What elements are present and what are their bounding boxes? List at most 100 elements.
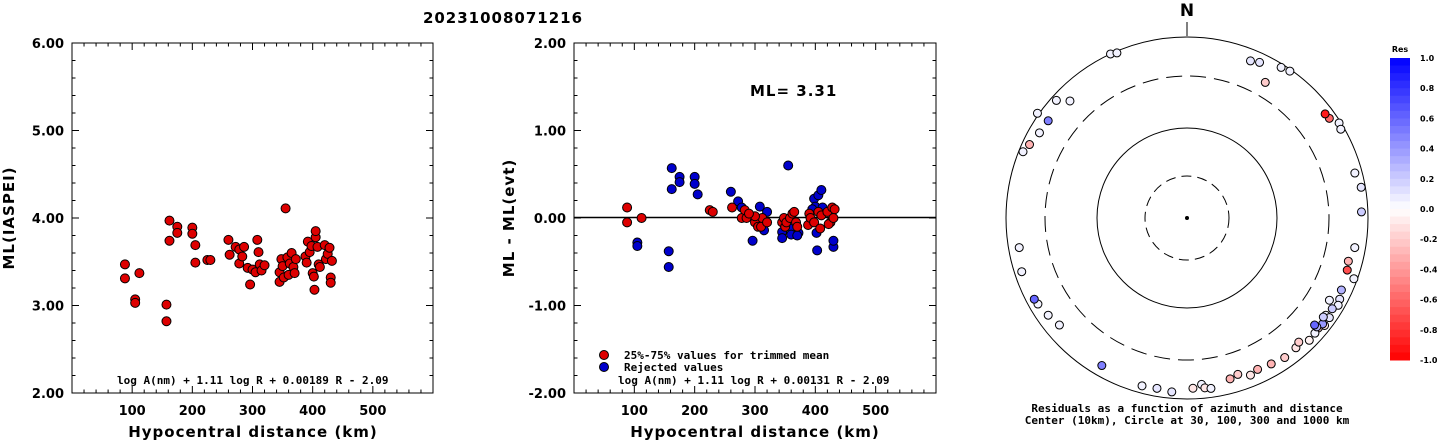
plot2-trimmed-point <box>809 217 820 228</box>
plot2-trimmed-point <box>622 202 633 213</box>
polar-caption-line2: Center (10km), Circle at 30, 100, 300 an… <box>1025 414 1350 427</box>
plot1-data-point <box>172 227 183 238</box>
colorbar-cell <box>1390 329 1410 338</box>
colorbar-cell <box>1390 344 1410 353</box>
station-residual-point <box>1137 381 1147 391</box>
plot1-data-point <box>239 241 250 252</box>
station-residual-point <box>1327 304 1337 314</box>
colorbar-cell <box>1390 246 1410 255</box>
plot2-rejected-point <box>816 185 827 195</box>
plot1-data-point <box>161 299 172 310</box>
plot1-data-point <box>190 240 201 251</box>
colorbar-tick-label: 0.8 <box>1420 84 1435 93</box>
colorbar-cell <box>1390 178 1410 187</box>
station-residual-point <box>1032 108 1042 118</box>
colorbar-cell <box>1390 110 1410 119</box>
station-residual-point <box>1054 320 1064 330</box>
plot2-rejected-point <box>747 235 758 246</box>
station-residual-point <box>1245 56 1255 66</box>
plot1-data-point <box>259 260 270 271</box>
plot1-data-point <box>289 268 300 279</box>
station-residual-point <box>1167 387 1177 397</box>
station-residual-point <box>1318 312 1328 322</box>
plot1-data-point <box>301 257 312 268</box>
plot1-frame <box>71 42 434 394</box>
residual-colorbar: Res 1.0 0.8 0.6 0.4 0.2 0.0 -0.2 -0.4 -0.6 -0.8 -1… <box>1390 45 1437 365</box>
plot1-data-point <box>314 262 325 272</box>
plot2-rejected-point <box>663 246 674 257</box>
north-label: N <box>1180 1 1194 21</box>
colorbar-tick-label: 0.6 <box>1420 114 1435 123</box>
plot1-data-point <box>245 279 256 290</box>
plot1-data-point <box>119 259 130 270</box>
station-residual-point <box>1324 295 1334 305</box>
colorbar-cell <box>1390 322 1410 331</box>
colorbar-cell <box>1390 209 1410 218</box>
station-residual-point <box>1233 369 1243 379</box>
colorbar-cell <box>1390 352 1410 361</box>
plot1-data-point <box>223 234 234 245</box>
station-residual-point <box>1225 374 1235 384</box>
colorbar-tick-label: -0.4 <box>1420 265 1437 274</box>
colorbar-cell <box>1390 186 1410 195</box>
plot2-rejected-point <box>692 189 703 200</box>
plot2-trimmed-point <box>828 213 839 223</box>
plot1-x-tick-label: 300 <box>239 404 266 419</box>
station-residual-point <box>1206 383 1216 393</box>
station-residual-point <box>1285 66 1295 76</box>
ring-1000km <box>1005 36 1369 400</box>
plot2-trimmed-point <box>829 204 840 215</box>
plot1-x-tick-label: 500 <box>359 404 386 419</box>
legend-label-trimmed: 25%-75% values for trimmed mean <box>624 349 829 362</box>
station-residual-point <box>1014 243 1024 253</box>
colorbar-cell <box>1390 276 1410 285</box>
plot1-data-point <box>187 228 198 239</box>
colorbar-cell <box>1390 171 1410 180</box>
station-residual-point <box>1356 182 1366 192</box>
colorbar-cell <box>1390 141 1410 150</box>
station-residual-point <box>1152 383 1162 393</box>
colorbar-tick-label: 0.2 <box>1420 175 1434 184</box>
plot1-data-point <box>310 226 321 237</box>
polar-caption-line1: Residuals as a function of azimuth and d… <box>1031 402 1343 415</box>
legend-marker-trimmed <box>599 350 609 360</box>
plot2-rejected-point <box>663 262 674 272</box>
ml-residual-plot: 100 200 300 400 500 -2.00 -1.00 0.00 1.00 2.00 ML… <box>500 37 937 441</box>
station-residual-point <box>1336 285 1346 295</box>
center-dot <box>1185 216 1189 220</box>
plot2-rejected-point <box>632 241 643 251</box>
colorbar-cell <box>1390 65 1410 74</box>
colorbar-cell <box>1390 156 1410 165</box>
plot2-trimmed-point <box>792 221 803 232</box>
station-residual-point <box>1097 361 1107 371</box>
legend-label-rejected: Rejected values <box>624 361 723 374</box>
colorbar-cell <box>1390 292 1410 301</box>
station-residual-point <box>1255 57 1265 67</box>
ml-value-label: ML= 3.31 <box>750 82 837 100</box>
plot1-y-label: ML(IASPEI) <box>0 166 18 269</box>
station-residual-point <box>1025 140 1035 150</box>
colorbar-cell <box>1390 254 1410 263</box>
plot2-y-tick-label: 2.00 <box>534 37 566 52</box>
plot2-x-tick-label: 300 <box>741 404 768 419</box>
station-residual-point <box>1051 95 1061 105</box>
colorbar-cell <box>1390 239 1410 248</box>
plot2-rejected-point <box>674 177 685 188</box>
station-residual-point <box>1342 265 1352 275</box>
colorbar-cell <box>1390 337 1410 346</box>
plot2-trimmed-point <box>707 206 718 217</box>
station-residual-point <box>1294 337 1304 347</box>
station-residual-point <box>1029 294 1039 304</box>
plot2-rejected-point <box>689 178 700 189</box>
ring-30km <box>1144 175 1230 261</box>
plot1-data-point <box>119 273 130 284</box>
plot2-rejected-point <box>777 233 788 244</box>
station-residual-point <box>1343 256 1353 266</box>
colorbar-title: Res <box>1392 45 1409 54</box>
plot2-y-tick-label: -2.00 <box>529 387 566 402</box>
plot1-x-tick-label: 200 <box>179 404 206 419</box>
station-residual-point <box>1253 364 1263 374</box>
event-title: 20231008071216 <box>423 9 583 27</box>
plot1-formula: log A(nm) + 1.11 log R + 0.00189 R - 2.0… <box>117 374 389 387</box>
